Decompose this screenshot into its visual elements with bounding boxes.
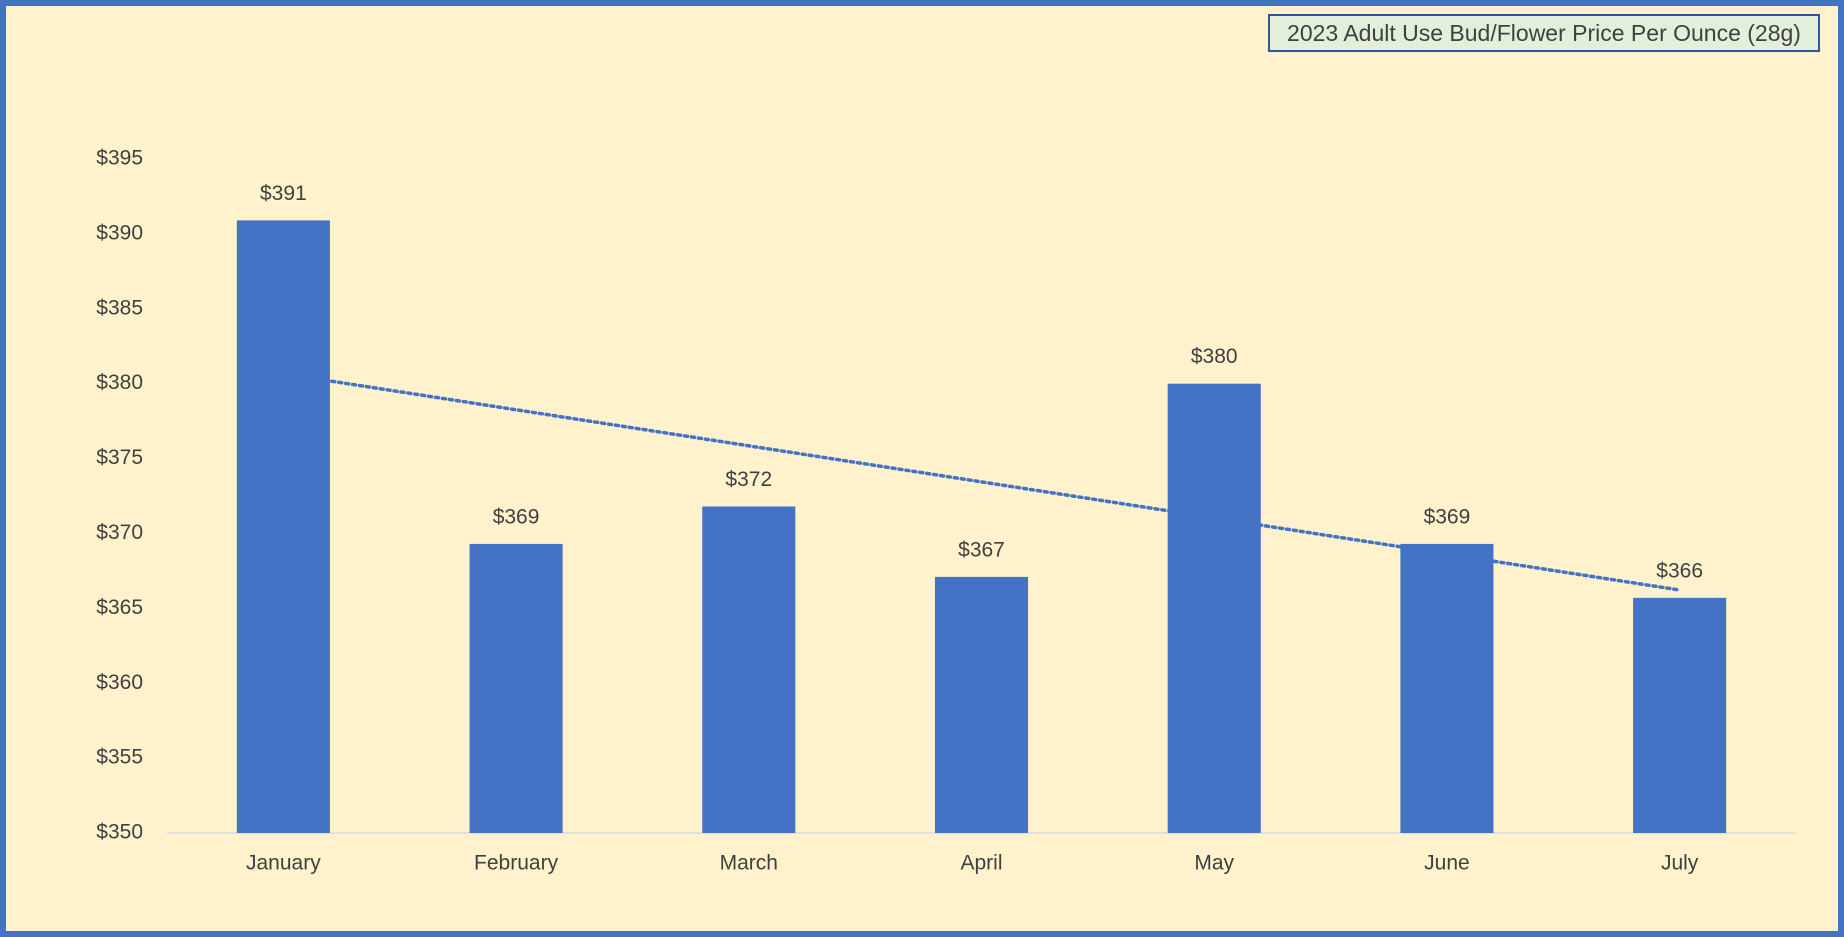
y-tick-label: $375 (96, 446, 143, 469)
data-label: $372 (725, 468, 772, 491)
bar (469, 543, 563, 833)
bar (236, 220, 330, 834)
data-label: $367 (958, 538, 1005, 561)
y-tick-label: $380 (96, 371, 143, 394)
bar (702, 506, 796, 833)
x-tick-label: July (1661, 852, 1699, 875)
y-tick-label: $350 (96, 821, 143, 844)
x-tick-label: May (1194, 852, 1234, 875)
data-label: $366 (1656, 559, 1703, 582)
bar (1167, 383, 1261, 833)
x-tick-label: March (720, 852, 778, 875)
bar (1400, 543, 1494, 833)
x-tick-label: April (960, 852, 1002, 875)
y-tick-label: $360 (96, 671, 143, 694)
data-label: $369 (493, 505, 540, 528)
data-label: $369 (1424, 505, 1471, 528)
y-tick-label: $365 (96, 596, 143, 619)
x-tick-label: June (1424, 852, 1470, 875)
y-tick-label: $385 (96, 296, 143, 319)
x-tick-label: February (474, 852, 559, 875)
y-tick-label: $370 (96, 521, 143, 544)
y-tick-label: $390 (96, 221, 143, 244)
y-tick-label: $355 (96, 746, 143, 769)
y-tick-label: $395 (96, 147, 143, 170)
data-label: $380 (1191, 345, 1238, 368)
bar (1633, 597, 1727, 833)
x-tick-label: January (246, 852, 321, 875)
chart-title: 2023 Adult Use Bud/Flower Price Per Ounc… (1268, 14, 1820, 52)
data-label: $391 (260, 182, 307, 205)
bar (934, 576, 1029, 833)
